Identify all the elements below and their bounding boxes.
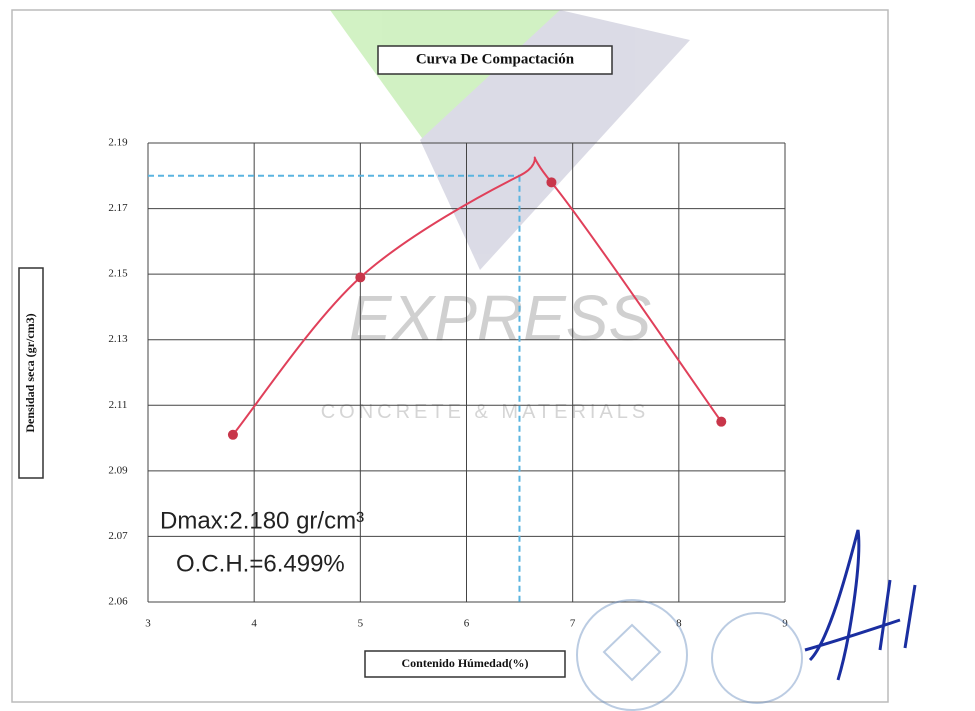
x-tick-label: 9 <box>782 618 788 630</box>
watermark-title: EXPRESS <box>349 282 651 354</box>
signature <box>804 529 917 681</box>
watermark-subtitle: CONCRETE & MATERIALS <box>321 401 650 423</box>
data-point <box>546 177 557 188</box>
y-tick-label: 2.07 <box>108 530 128 542</box>
annotation-och: O.C.H.=6.499% <box>176 550 345 577</box>
y-tick-label: 2.19 <box>108 137 128 149</box>
y-label-box <box>18 267 44 479</box>
annotation-dmax: Dmax:2.180 gr/cm³ <box>160 507 364 534</box>
x-tick-label: 5 <box>358 618 364 630</box>
y-axis-label: Densidad seca (gr/cm3) <box>23 313 37 432</box>
x-axis-label: Contenido Húmedad(%) <box>401 656 528 670</box>
fit-curve <box>232 156 723 436</box>
x-tick-label: 7 <box>570 618 576 630</box>
y-tick-label: 2.15 <box>108 268 128 280</box>
chart-title: Curva De Compactación <box>416 51 575 67</box>
y-tick-label: 2.09 <box>108 464 128 476</box>
y-tick-label: 2.11 <box>109 399 128 411</box>
x-tick-label: 6 <box>464 618 470 630</box>
x-tick-label: 8 <box>676 618 682 630</box>
x-label-box <box>364 650 566 678</box>
x-tick-label: 4 <box>251 618 257 630</box>
y-tick-label: 2.06 <box>108 596 128 608</box>
data-point <box>227 429 238 440</box>
x-tick-label: 3 <box>145 618 151 630</box>
y-tick-label: 2.17 <box>108 202 128 214</box>
plot-area: 2.06 2.07 2.09 2.11 2.13 2.15 2.17 2.19 3 4 5 6 7 8 9 <box>108 137 788 630</box>
data-point <box>716 416 727 427</box>
data-point <box>355 272 366 283</box>
chart-frame <box>11 9 889 703</box>
y-tick-label: 2.13 <box>108 333 128 345</box>
stamps <box>576 599 803 711</box>
title-box <box>377 45 613 75</box>
